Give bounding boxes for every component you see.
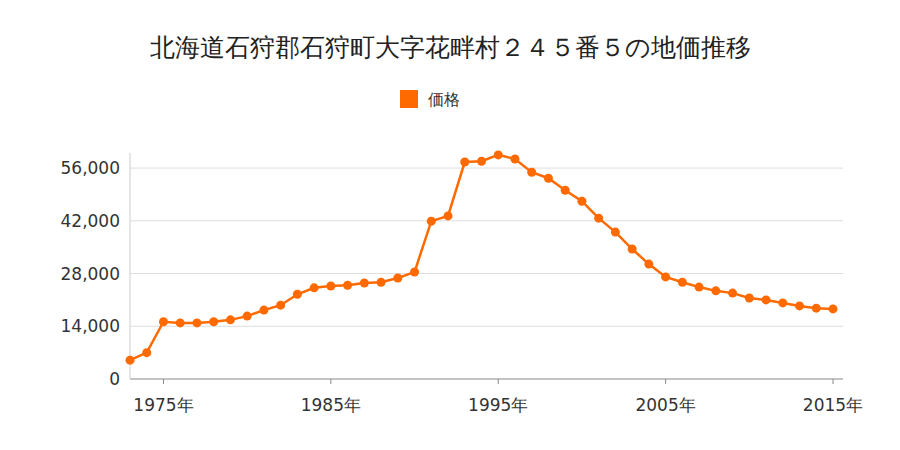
y-tick-label: 42,000 — [61, 211, 120, 231]
point — [527, 168, 536, 177]
x-tick-label: 1985年 — [301, 395, 361, 415]
point — [243, 312, 252, 321]
x-tick-label: 2015年 — [803, 395, 863, 415]
x-tick — [330, 379, 331, 384]
grid-line — [130, 379, 843, 380]
point — [628, 245, 637, 254]
y-tick-label: 14,000 — [61, 316, 120, 336]
y-tick-label: 0 — [109, 369, 120, 389]
point — [377, 278, 386, 287]
chart: 北海道石狩郡石狩町大字花畔村２４５番５の地価推移価格 0 14,000 28,000 4… — [0, 0, 900, 450]
plot-area — [126, 150, 838, 364]
point — [410, 268, 419, 277]
point — [544, 174, 553, 183]
point — [444, 211, 453, 220]
point — [126, 356, 135, 365]
x-tick — [833, 379, 834, 384]
x-tick — [498, 379, 499, 384]
line — [130, 155, 833, 360]
point — [276, 301, 285, 310]
grid-line — [130, 168, 843, 169]
point — [226, 315, 235, 324]
point — [778, 298, 787, 307]
point — [561, 186, 570, 195]
point — [728, 289, 737, 298]
point — [711, 286, 720, 295]
point — [762, 295, 771, 304]
point — [192, 318, 201, 327]
point — [829, 304, 838, 313]
point — [661, 272, 670, 281]
legend-item: 価格 — [400, 90, 460, 109]
point — [577, 197, 586, 206]
grid-line — [130, 326, 843, 327]
point — [594, 214, 603, 223]
x-tick-label: 2005年 — [635, 395, 695, 415]
point — [360, 278, 369, 287]
legend-label: 価格 — [428, 90, 460, 109]
y-tick-label: 28,000 — [61, 264, 120, 284]
point — [393, 274, 402, 283]
point — [176, 318, 185, 327]
point — [695, 283, 704, 292]
point — [678, 278, 687, 287]
point — [812, 304, 821, 313]
point — [343, 281, 352, 290]
y-axis — [130, 153, 131, 379]
point — [259, 306, 268, 315]
point — [427, 217, 436, 226]
point — [209, 317, 218, 326]
legend-swatch — [400, 90, 418, 108]
x-tick — [665, 379, 666, 384]
point — [159, 317, 168, 326]
point — [142, 348, 151, 357]
grid-line — [130, 273, 843, 274]
x-tick-label: 1975年 — [133, 395, 193, 415]
point — [795, 301, 804, 310]
grid-line — [130, 220, 843, 221]
point — [494, 150, 503, 159]
title: 北海道石狩郡石狩町大字花畔村２４５番５の地価推移 — [150, 33, 751, 62]
x-tick — [163, 379, 164, 384]
point — [310, 283, 319, 292]
point — [460, 158, 469, 167]
x-tick-label: 1995年 — [468, 395, 528, 415]
point — [644, 260, 653, 269]
point — [510, 155, 519, 164]
point — [745, 294, 754, 303]
point — [293, 290, 302, 299]
point — [477, 157, 486, 166]
point — [326, 281, 335, 290]
point — [611, 228, 620, 237]
y-tick-label: 56,000 — [61, 158, 120, 178]
